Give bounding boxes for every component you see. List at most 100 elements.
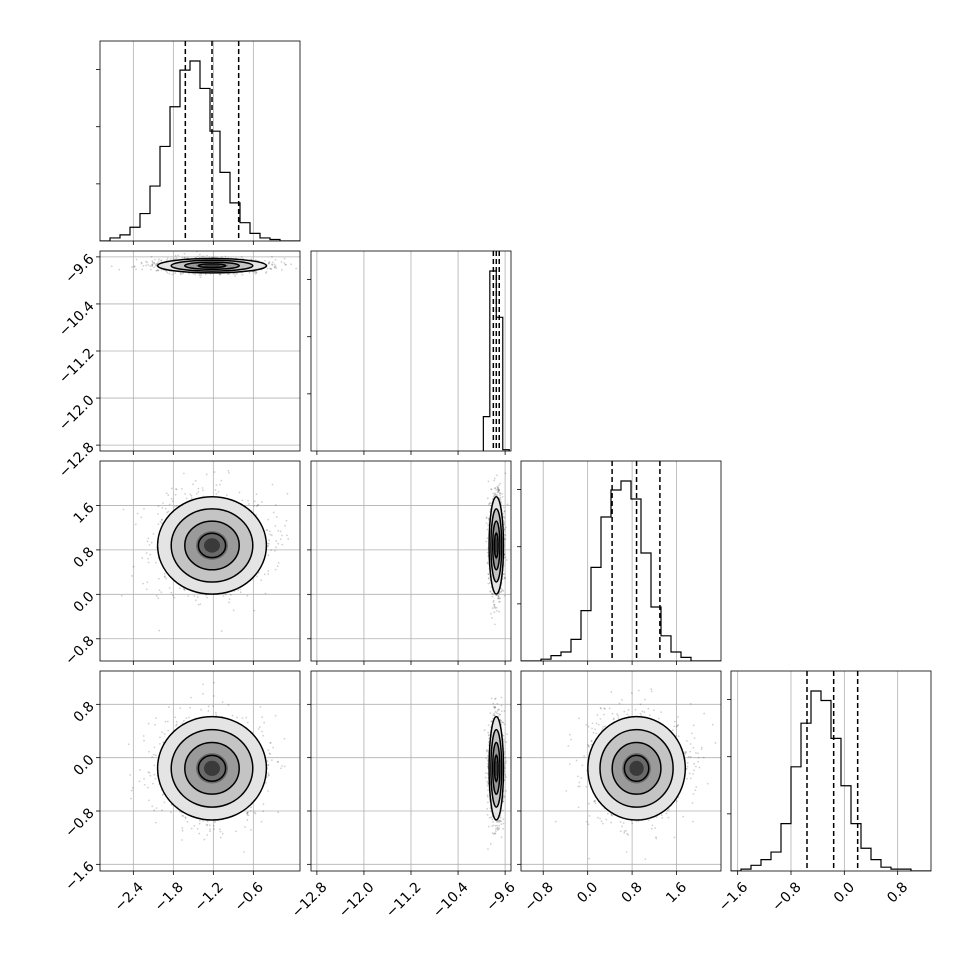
scatter-point [275, 540, 278, 542]
scatter-point [503, 723, 506, 726]
scatter-point [271, 261, 274, 264]
scatter-point [266, 542, 269, 545]
scatter-point [241, 499, 244, 502]
scatter-point [165, 577, 168, 580]
scatter-point [274, 258, 277, 261]
scatter-point [283, 262, 286, 265]
scatter-point [146, 786, 149, 789]
scatter-point [247, 814, 250, 817]
scatter-point [170, 811, 172, 814]
scatter-point [483, 729, 486, 732]
hist-panel-0 [96, 40, 301, 245]
scatter-point [157, 597, 160, 600]
scatter-point [660, 711, 663, 714]
scatter-point [266, 760, 269, 763]
scatter-point [497, 484, 500, 487]
scatter-point [224, 255, 227, 258]
scatter-point [262, 803, 265, 806]
scatter-point [150, 541, 153, 544]
scatter-point [605, 818, 608, 821]
scatter-point [693, 769, 695, 772]
scatter-point [487, 576, 490, 579]
scatter-point [491, 818, 494, 821]
scatter-point [260, 820, 263, 823]
scatter-point [504, 534, 507, 537]
scatter-point [257, 728, 260, 730]
scatter-point [673, 725, 676, 728]
scatter-point [184, 492, 186, 495]
scatter-point [587, 725, 590, 728]
contour-line [197, 532, 227, 559]
scatter-point [219, 830, 222, 833]
scatter-point [168, 272, 171, 275]
scatter-point [145, 588, 148, 591]
scatter-point [498, 824, 501, 827]
scatter-point [136, 512, 139, 515]
scatter-point [486, 794, 489, 797]
scatter-point [279, 538, 282, 541]
scatter-point [255, 505, 258, 508]
scatter-point [493, 611, 496, 614]
scatter-point [627, 833, 630, 836]
scatter-point [132, 565, 135, 568]
scatter-point [214, 256, 217, 259]
scatter-point [286, 492, 289, 495]
scatter-point [487, 573, 490, 576]
scatter-point [651, 824, 654, 827]
scatter-point [238, 491, 241, 494]
scatter-point [500, 501, 503, 504]
scatter-point [160, 259, 163, 262]
scatter-point [492, 495, 495, 498]
scatter-point [269, 533, 272, 536]
scatter-point [506, 733, 508, 735]
scatter-point [153, 746, 156, 749]
scatter-point [590, 740, 593, 743]
scatter-point [496, 597, 499, 600]
scatter-point [181, 839, 183, 841]
scatter-point [189, 493, 192, 496]
scatter-point [494, 492, 496, 495]
scatter-point [196, 596, 199, 598]
scatter-point [173, 596, 176, 599]
scatter-point [146, 540, 149, 543]
scatter-point [259, 705, 262, 708]
scatter-point [281, 269, 283, 271]
scatter-point [504, 577, 506, 580]
scatter-point [173, 505, 176, 508]
scatter-point [262, 810, 265, 813]
scatter-point [213, 471, 216, 473]
hist-panel-1 [307, 250, 512, 455]
scatter-point [247, 503, 250, 505]
scatter-point [500, 836, 503, 839]
scatter-point [594, 800, 597, 802]
scatter-point [206, 824, 209, 827]
scatter-point [665, 812, 668, 815]
scatter-point [264, 592, 267, 595]
scatter-point [268, 530, 271, 533]
scatter-point [487, 741, 490, 744]
scatter-point [488, 582, 491, 584]
scatter-point [153, 266, 156, 269]
scatter-point [496, 828, 499, 831]
scatter-point [231, 714, 234, 717]
scatter-point [682, 815, 685, 818]
scatter-point [487, 480, 490, 483]
scatter-point [175, 720, 178, 723]
scatter-point [234, 273, 237, 275]
scatter-point [585, 785, 588, 788]
scatter-point [246, 813, 249, 816]
scatter-point [127, 743, 130, 746]
scatter-point [161, 506, 164, 509]
scatter-point [502, 800, 505, 803]
scatter-point [161, 731, 164, 734]
scatter-point [271, 264, 274, 266]
scatter-point [602, 822, 604, 825]
scatter-point [693, 737, 696, 740]
scatter-point [611, 712, 614, 715]
scatter-point [164, 507, 167, 510]
scatter-point [195, 492, 198, 495]
scatter-point [269, 267, 272, 270]
scatter-point [213, 828, 215, 830]
scatter-point [202, 692, 204, 695]
scatter-point [275, 516, 278, 518]
